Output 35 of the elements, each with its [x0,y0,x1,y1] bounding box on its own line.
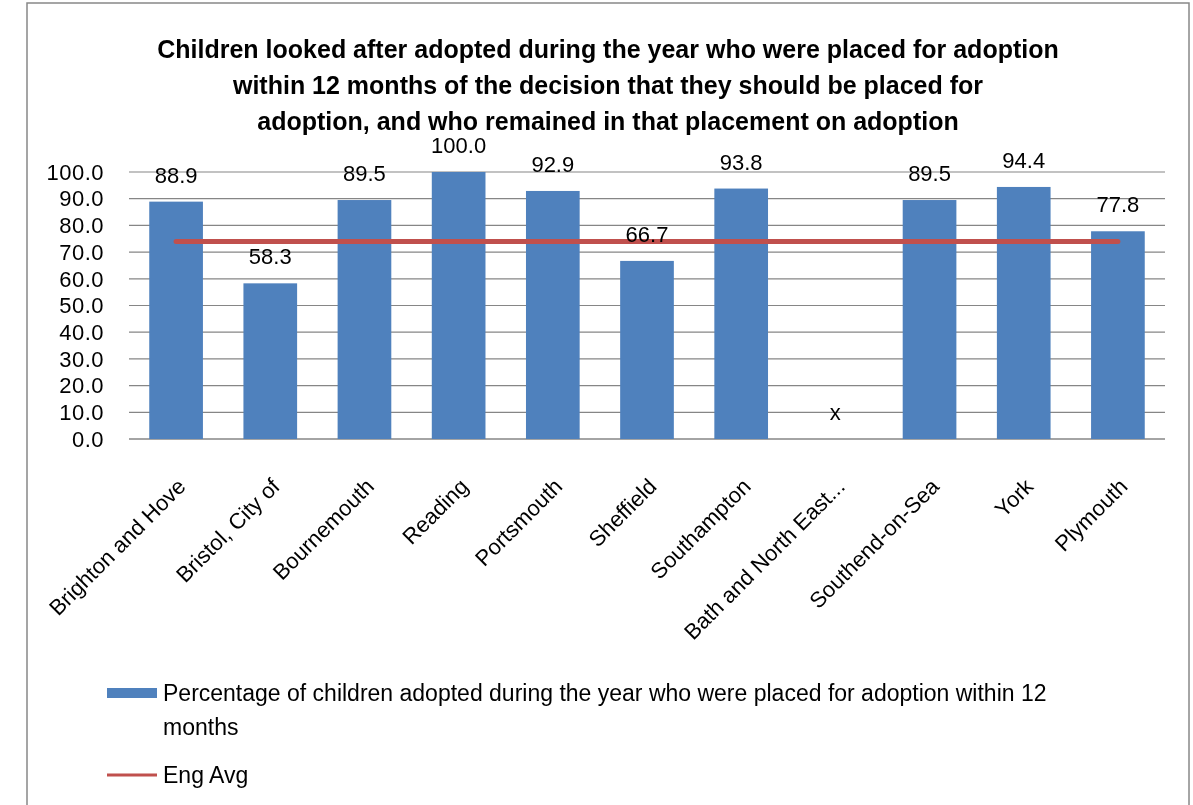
y-tick-label: 0.0 [71,426,104,452]
y-tick-label: 80.0 [59,213,104,239]
data-label: 93.8 [719,149,763,175]
data-label: 77.8 [1096,192,1140,218]
chart-title: Children looked after adopted during the year who were placed for adoption within 12 months of the decision that they should be placed for adoption, and who remained in that placement on adoption [157,35,1059,135]
data-label: 94.4 [1002,147,1046,173]
legend-label: Eng Avg [163,762,249,788]
data-label: 92.9 [531,151,575,177]
bar [714,188,769,439]
y-tick-label: 50.0 [59,293,104,319]
data-label: 58.3 [248,244,292,270]
bar [243,283,298,439]
y-tick-label: 40.0 [59,319,104,345]
bar [431,172,486,439]
legend-label: Percentage of children adopted during the year who were placed for adoption within 12 months [163,680,1047,740]
y-tick-label: 20.0 [59,373,104,399]
text: x [829,400,841,425]
y-tick-label: 30.0 [59,346,104,372]
bar [337,200,392,439]
data-label: 88.9 [154,162,198,188]
y-tick-label: 60.0 [59,266,104,292]
y-tick-label: 70.0 [59,239,104,265]
bar [149,201,203,439]
x-tick-label: York [989,473,1039,522]
y-tick-label: 100.0 [46,159,104,185]
bar [620,260,674,439]
bar [996,186,1051,439]
bar [1091,231,1145,439]
y-tick-label: 90.0 [59,186,104,212]
data-label: 89.5 [908,161,951,187]
data-label: 100.0 [431,133,487,158]
bar [525,190,580,439]
data-label: 89.5 [343,161,386,187]
bar [902,200,957,439]
y-tick-label: 10.0 [59,400,104,425]
